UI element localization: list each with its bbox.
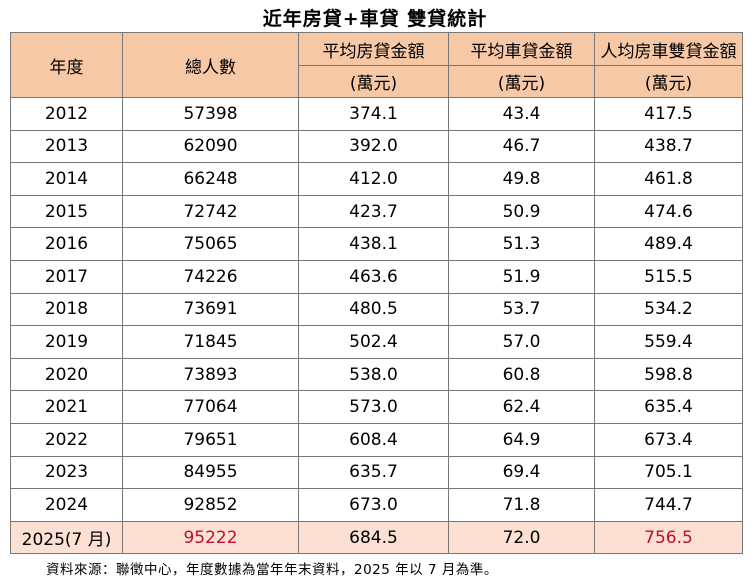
header-total-people: 總人數 <box>122 32 299 98</box>
per-capita-dual-loan-cell: 744.7 <box>594 488 743 522</box>
avg-mortgage-cell: 423.7 <box>298 194 449 229</box>
total-people-cell: 57398 <box>122 97 299 131</box>
table-row: 2018 73691 480.5 53.7 534.2 <box>10 292 743 327</box>
table-row: 2023 84955 635.7 69.4 705.1 <box>10 455 743 490</box>
year-cell: 2023 <box>10 455 123 490</box>
per-capita-dual-loan-cell: 474.6 <box>594 194 743 229</box>
per-capita-dual-loan-cell: 438.7 <box>594 129 743 164</box>
per-capita-dual-loan-cell: 673.4 <box>594 422 743 457</box>
table-row: 2014 66248 412.0 49.8 461.8 <box>10 162 743 196</box>
avg-car-loan-cell: 53.7 <box>448 292 595 327</box>
table-row: 2019 71845 502.4 57.0 559.4 <box>10 325 743 359</box>
avg-mortgage-cell: 684.5 <box>298 520 449 555</box>
avg-mortgage-cell: 635.7 <box>298 455 449 490</box>
header-per-capita-dual-loan-unit: (萬元) <box>594 65 743 98</box>
avg-car-loan-cell: 49.8 <box>448 162 595 196</box>
table-row: 2025(7 月) 95222 684.5 72.0 756.5 <box>10 520 743 555</box>
source-note: 資料來源：聯徵中心，年度數據為當年年末資料，2025 年以 7 月為準。 <box>46 562 498 578</box>
year-cell: 2024 <box>10 488 123 522</box>
total-people-cell: 73893 <box>122 357 299 392</box>
avg-mortgage-cell: 608.4 <box>298 422 449 457</box>
avg-car-loan-cell: 57.0 <box>448 325 595 359</box>
per-capita-dual-loan-cell: 559.4 <box>594 325 743 359</box>
year-cell: 2025(7 月) <box>10 520 123 555</box>
total-people-cell: 62090 <box>122 129 299 164</box>
page-title: 近年房貸+車貸 雙貸統計 <box>262 8 488 30</box>
table-row: 2022 79651 608.4 64.9 673.4 <box>10 422 743 457</box>
per-capita-dual-loan-cell: 489.4 <box>594 227 743 261</box>
year-cell: 2015 <box>10 194 123 229</box>
avg-car-loan-cell: 50.9 <box>448 194 595 229</box>
avg-car-loan-cell: 62.4 <box>448 390 595 424</box>
per-capita-dual-loan-cell: 534.2 <box>594 292 743 327</box>
total-people-cell: 73691 <box>122 292 299 327</box>
year-cell: 2021 <box>10 390 123 424</box>
total-people-cell: 71845 <box>122 325 299 359</box>
avg-mortgage-cell: 673.0 <box>298 488 449 522</box>
table-row: 2021 77064 573.0 62.4 635.4 <box>10 390 743 424</box>
year-cell: 2018 <box>10 292 123 327</box>
avg-car-loan-cell: 69.4 <box>448 455 595 490</box>
total-people-cell: 84955 <box>122 455 299 490</box>
total-people-cell: 77064 <box>122 390 299 424</box>
year-cell: 2016 <box>10 227 123 261</box>
avg-car-loan-cell: 51.9 <box>448 259 595 294</box>
avg-mortgage-cell: 463.6 <box>298 259 449 294</box>
per-capita-dual-loan-cell: 756.5 <box>594 520 743 555</box>
header-avg-mortgage-unit: (萬元) <box>298 65 449 98</box>
total-people-cell: 92852 <box>122 488 299 522</box>
per-capita-dual-loan-cell: 635.4 <box>594 390 743 424</box>
year-cell: 2020 <box>10 357 123 392</box>
header-avg-car-loan: 平均車貸金額 <box>448 32 595 66</box>
per-capita-dual-loan-cell: 705.1 <box>594 455 743 490</box>
table-row: 2016 75065 438.1 51.3 489.4 <box>10 227 743 261</box>
year-cell: 2012 <box>10 97 123 131</box>
per-capita-dual-loan-cell: 461.8 <box>594 162 743 196</box>
total-people-cell: 74226 <box>122 259 299 294</box>
total-people-cell: 79651 <box>122 422 299 457</box>
year-cell: 2022 <box>10 422 123 457</box>
avg-mortgage-cell: 480.5 <box>298 292 449 327</box>
avg-car-loan-cell: 64.9 <box>448 422 595 457</box>
year-cell: 2013 <box>10 129 123 164</box>
per-capita-dual-loan-cell: 598.8 <box>594 357 743 392</box>
avg-mortgage-cell: 392.0 <box>298 129 449 164</box>
avg-mortgage-cell: 502.4 <box>298 325 449 359</box>
table-row: 2024 92852 673.0 71.8 744.7 <box>10 488 743 522</box>
avg-mortgage-cell: 573.0 <box>298 390 449 424</box>
avg-car-loan-cell: 51.3 <box>448 227 595 261</box>
avg-car-loan-cell: 71.8 <box>448 488 595 522</box>
avg-mortgage-cell: 412.0 <box>298 162 449 196</box>
per-capita-dual-loan-cell: 515.5 <box>594 259 743 294</box>
table-row: 2020 73893 538.0 60.8 598.8 <box>10 357 743 392</box>
table-row: 2015 72742 423.7 50.9 474.6 <box>10 194 743 229</box>
avg-car-loan-cell: 60.8 <box>448 357 595 392</box>
loan-statistics-table: 年度 總人數 平均房貸金額 平均車貸金額 人均房車雙貸金額 (萬元) (萬元) … <box>10 32 743 555</box>
table-row: 2012 57398 374.1 43.4 417.5 <box>10 97 743 131</box>
year-cell: 2017 <box>10 259 123 294</box>
total-people-cell: 95222 <box>122 520 299 555</box>
header-avg-car-loan-unit: (萬元) <box>448 65 595 98</box>
avg-car-loan-cell: 43.4 <box>448 97 595 131</box>
header-avg-mortgage: 平均房貸金額 <box>298 32 449 66</box>
year-cell: 2019 <box>10 325 123 359</box>
per-capita-dual-loan-cell: 417.5 <box>594 97 743 131</box>
header-per-capita-dual-loan: 人均房車雙貸金額 <box>594 32 743 66</box>
total-people-cell: 66248 <box>122 162 299 196</box>
avg-mortgage-cell: 538.0 <box>298 357 449 392</box>
avg-car-loan-cell: 72.0 <box>448 520 595 555</box>
avg-car-loan-cell: 46.7 <box>448 129 595 164</box>
total-people-cell: 72742 <box>122 194 299 229</box>
table-row: 2017 74226 463.6 51.9 515.5 <box>10 259 743 294</box>
table-row: 2013 62090 392.0 46.7 438.7 <box>10 129 743 164</box>
avg-mortgage-cell: 438.1 <box>298 227 449 261</box>
year-cell: 2014 <box>10 162 123 196</box>
header-year: 年度 <box>10 32 123 98</box>
avg-mortgage-cell: 374.1 <box>298 97 449 131</box>
total-people-cell: 75065 <box>122 227 299 261</box>
